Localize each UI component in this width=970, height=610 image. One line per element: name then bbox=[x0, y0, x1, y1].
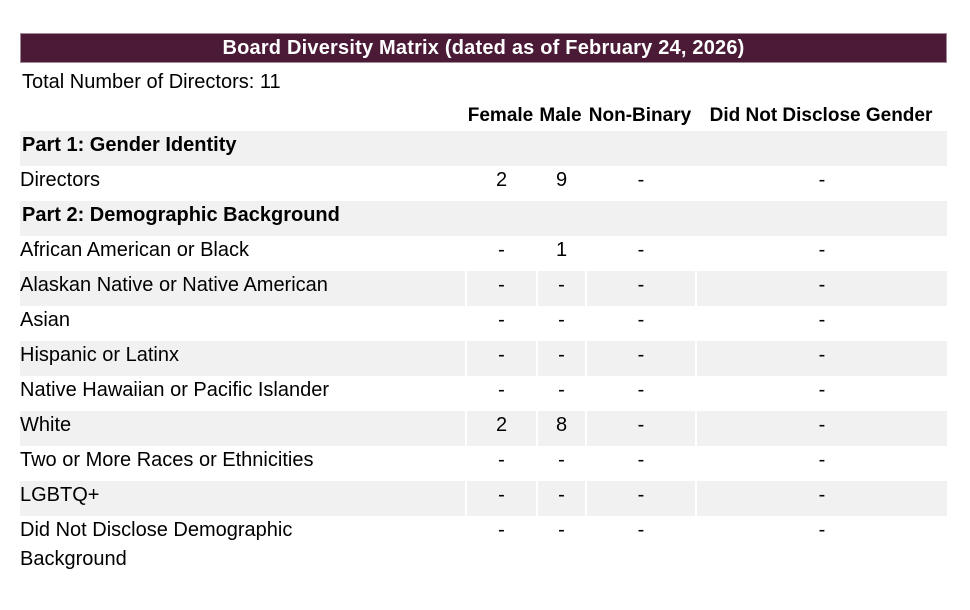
cell-male: 1 bbox=[536, 236, 585, 271]
cell-non-binary: - bbox=[585, 306, 695, 341]
cell-male: 8 bbox=[536, 411, 585, 446]
cell-non-binary: - bbox=[585, 271, 695, 306]
cell-male: - bbox=[536, 341, 585, 376]
diversity-table: Female Male Non-Binary Did Not Disclose … bbox=[20, 101, 947, 586]
cell-male: - bbox=[536, 446, 585, 481]
row-african-american-or-black: African American or Black - 1 - - bbox=[20, 236, 947, 271]
row-directors: Directors 2 9 - - bbox=[20, 166, 947, 201]
row-label: LGBTQ+ bbox=[20, 484, 100, 506]
cell-female: - bbox=[465, 341, 536, 376]
section-row-part-1: Part 1: Gender Identity bbox=[20, 131, 947, 166]
cell-non-binary: - bbox=[585, 341, 695, 376]
column-header-empty bbox=[20, 101, 465, 131]
cell-female: - bbox=[465, 306, 536, 341]
column-header-female: Female bbox=[467, 105, 534, 126]
cell-male: - bbox=[536, 376, 585, 411]
cell-non-binary: - bbox=[585, 411, 695, 446]
cell-did-not-disclose: - bbox=[695, 481, 947, 516]
row-label: White bbox=[20, 414, 72, 436]
row-did-not-disclose-demographic-background: Did Not Disclose Demographic Background … bbox=[20, 516, 947, 586]
cell-female: - bbox=[465, 236, 536, 271]
cell-non-binary: - bbox=[585, 166, 695, 201]
cell-female: - bbox=[465, 481, 536, 516]
cell-non-binary: - bbox=[585, 481, 695, 516]
cell-did-not-disclose: - bbox=[695, 271, 947, 306]
cell-did-not-disclose: - bbox=[695, 341, 947, 376]
column-header-did-not-disclose-gender: Did Not Disclose Gender bbox=[709, 105, 933, 126]
row-label: Hispanic or Latinx bbox=[20, 344, 179, 366]
board-diversity-matrix: Board Diversity Matrix (dated as of Febr… bbox=[20, 33, 947, 586]
cell-male: - bbox=[536, 306, 585, 341]
cell-did-not-disclose: - bbox=[695, 411, 947, 446]
row-white: White 2 8 - - bbox=[20, 411, 947, 446]
row-alaskan-native-or-native-american: Alaskan Native or Native American - - - … bbox=[20, 271, 947, 306]
row-two-or-more-races-or-ethnicities: Two or More Races or Ethnicities - - - - bbox=[20, 446, 947, 481]
column-header-non-binary: Non-Binary bbox=[588, 105, 692, 126]
row-label: Did Not Disclose Demographic Background bbox=[20, 519, 293, 570]
column-header-male: Male bbox=[539, 105, 582, 126]
cell-did-not-disclose: - bbox=[695, 376, 947, 411]
cell-male: 9 bbox=[536, 166, 585, 201]
row-hispanic-or-latinx: Hispanic or Latinx - - - - bbox=[20, 341, 947, 376]
cell-male: - bbox=[536, 481, 585, 516]
cell-female: 2 bbox=[465, 411, 536, 446]
column-header-row: Female Male Non-Binary Did Not Disclose … bbox=[20, 101, 947, 131]
cell-did-not-disclose: - bbox=[695, 446, 947, 481]
cell-female: - bbox=[465, 376, 536, 411]
section-label: Part 2: Demographic Background bbox=[20, 201, 947, 236]
row-lgbtq: LGBTQ+ - - - - bbox=[20, 481, 947, 516]
row-label: Alaskan Native or Native American bbox=[20, 274, 328, 296]
cell-non-binary: - bbox=[585, 236, 695, 271]
row-label: Directors bbox=[20, 169, 101, 191]
row-label: Asian bbox=[20, 309, 71, 331]
cell-female: - bbox=[465, 446, 536, 481]
section-row-part-2: Part 2: Demographic Background bbox=[20, 201, 947, 236]
cell-did-not-disclose: - bbox=[695, 306, 947, 341]
cell-male: - bbox=[536, 271, 585, 306]
section-label: Part 1: Gender Identity bbox=[20, 131, 947, 166]
cell-male: - bbox=[536, 516, 585, 586]
row-label: Native Hawaiian or Pacific Islander bbox=[20, 379, 330, 401]
table-title: Board Diversity Matrix (dated as of Febr… bbox=[222, 37, 745, 59]
cell-did-not-disclose: - bbox=[695, 236, 947, 271]
cell-female: - bbox=[465, 516, 536, 586]
row-label: Two or More Races or Ethnicities bbox=[20, 449, 314, 471]
cell-female: 2 bbox=[465, 166, 536, 201]
row-native-hawaiian-or-pacific-islander: Native Hawaiian or Pacific Islander - - … bbox=[20, 376, 947, 411]
total-directors-line: Total Number of Directors: 11 bbox=[22, 71, 281, 93]
cell-female: - bbox=[465, 271, 536, 306]
row-label: African American or Black bbox=[20, 239, 249, 261]
cell-non-binary: - bbox=[585, 516, 695, 586]
table-title-bar: Board Diversity Matrix (dated as of Febr… bbox=[20, 33, 947, 63]
cell-non-binary: - bbox=[585, 446, 695, 481]
cell-non-binary: - bbox=[585, 376, 695, 411]
cell-did-not-disclose: - bbox=[695, 166, 947, 201]
row-asian: Asian - - - - bbox=[20, 306, 947, 341]
cell-did-not-disclose: - bbox=[695, 516, 947, 586]
